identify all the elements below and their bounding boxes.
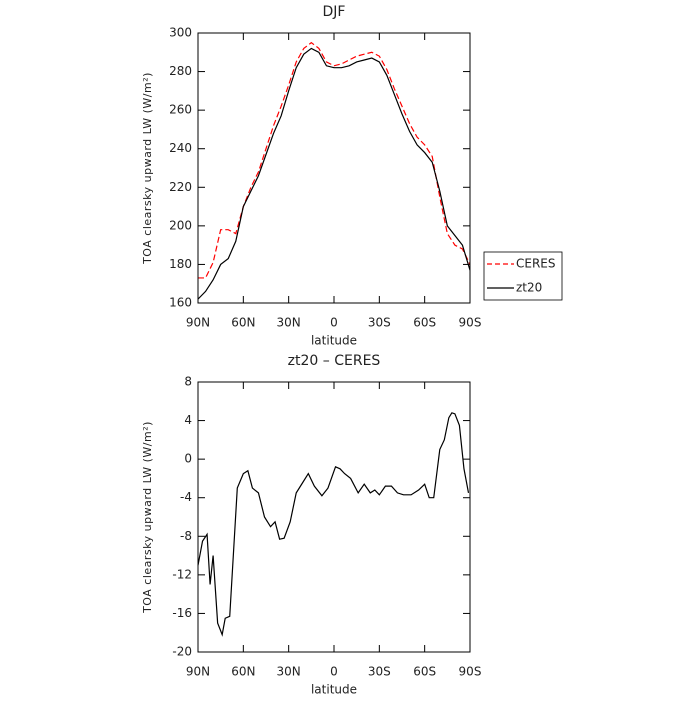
series-line	[197, 412, 470, 637]
x-tick-label: 30N	[277, 316, 301, 330]
legend-label: CERES	[516, 257, 556, 271]
y-tick-label: 160	[169, 296, 192, 310]
series-line	[198, 41, 471, 279]
x-tick-label: 60N	[231, 665, 255, 679]
y-tick-label: -16	[172, 606, 192, 620]
x-tick-label: 90N	[186, 665, 210, 679]
x-tick-label: 0	[330, 316, 338, 330]
y-tick-label: -8	[180, 529, 192, 543]
x-tick-label: 30N	[277, 665, 301, 679]
plot-frame	[197, 32, 471, 304]
series-line	[197, 47, 471, 300]
y-tick-label: 220	[169, 180, 192, 194]
x-axis-label: latitude	[311, 334, 357, 348]
y-tick-label: -12	[172, 567, 192, 581]
y-tick-label: 180	[169, 257, 192, 271]
x-tick-label: 60N	[231, 316, 255, 330]
x-tick-label: 30S	[368, 316, 391, 330]
chart-title: DJF	[323, 4, 346, 20]
x-tick-label: 60S	[413, 316, 436, 330]
y-axis-label: TOA clearsky upward LW (W/m²)	[141, 421, 154, 614]
y-tick-label: 4	[184, 413, 192, 427]
x-tick-label: 90S	[459, 665, 482, 679]
y-tick-label: -4	[180, 490, 192, 504]
x-tick-label: 60S	[413, 665, 436, 679]
x-tick-label: 90S	[459, 316, 482, 330]
y-tick-label: 260	[169, 103, 192, 117]
y-tick-label: 300	[169, 26, 192, 40]
chart-title: zt20 – CERES	[288, 353, 381, 369]
y-tick-label: 240	[169, 141, 192, 155]
x-tick-label: 30S	[368, 665, 391, 679]
y-tick-label: 280	[169, 64, 192, 78]
x-tick-label: 90N	[186, 316, 210, 330]
y-tick-label: -20	[172, 645, 192, 659]
legend-label: zt20	[516, 281, 542, 295]
legend-box	[483, 251, 563, 301]
x-tick-label: 0	[330, 665, 338, 679]
y-tick-label: 8	[184, 375, 192, 389]
plot-frame	[197, 381, 471, 653]
y-tick-label: 0	[184, 452, 192, 466]
y-axis-label: TOA clearsky upward LW (W/m²)	[141, 72, 154, 265]
y-tick-label: 200	[169, 218, 192, 232]
x-axis-label: latitude	[311, 683, 357, 697]
